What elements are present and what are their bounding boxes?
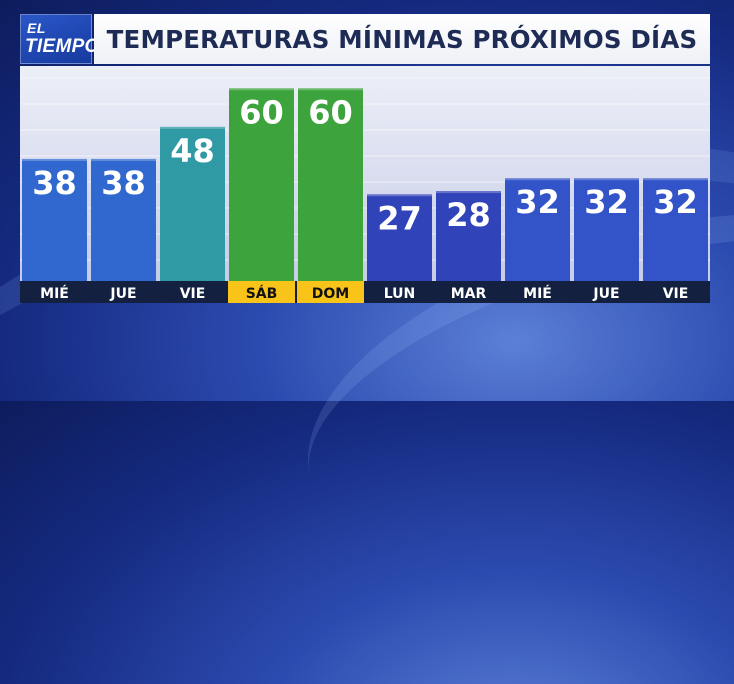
- el-tiempo-logo: EL TIEMPO: [20, 14, 99, 64]
- bar-4: [229, 88, 294, 281]
- bar-highlight-6: [367, 194, 432, 197]
- value-label-8: 32: [515, 183, 560, 221]
- day-label-7: MAR: [451, 286, 487, 302]
- value-label-9: 32: [584, 183, 629, 221]
- bar-9: [574, 178, 639, 281]
- value-label-4: 60: [239, 93, 284, 131]
- bar-1: [22, 158, 87, 281]
- day-label-4: SÁB: [246, 285, 278, 302]
- value-label-7: 28: [446, 196, 491, 234]
- bar-10: [643, 178, 708, 281]
- day-label-bg-10: [642, 281, 709, 303]
- bar-2: [91, 158, 156, 281]
- bar-7: [436, 191, 501, 281]
- bar-8: [505, 178, 570, 281]
- day-label-10: VIE: [663, 286, 689, 302]
- bar-highlight-1: [22, 158, 87, 161]
- bar-3: [160, 126, 225, 282]
- day-label-6: LUN: [384, 286, 416, 302]
- bar-highlight-7: [436, 191, 501, 194]
- day-label-3: VIE: [180, 286, 206, 302]
- day-label-bg-5: [297, 281, 364, 303]
- chart-title: TEMPERATURAS MÍNIMAS PRÓXIMOS DÍAS: [106, 24, 698, 54]
- logo-line-tiempo: TIEMPO: [25, 36, 100, 57]
- temperature-bar-chart: 38 MIÉ 38 JUE 48 VIE 60 SÁB 60 DOM 27 LUN 28 MAR 32 MIÉ…: [21, 88, 709, 303]
- value-label-5: 60: [308, 93, 353, 131]
- day-label-8: MIÉ: [523, 285, 552, 302]
- day-label-bg-4: [228, 281, 295, 303]
- value-label-6: 27: [377, 199, 422, 237]
- day-label-2: JUE: [109, 286, 136, 302]
- day-label-bg-1: [21, 281, 88, 303]
- value-label-3: 48: [170, 132, 215, 170]
- value-label-1: 38: [32, 164, 77, 202]
- bar-highlight-9: [574, 178, 639, 181]
- title-banner: TEMPERATURAS MÍNIMAS PRÓXIMOS DÍAS: [94, 14, 710, 64]
- day-label-5: DOM: [312, 286, 349, 302]
- bar-highlight-4: [229, 88, 294, 91]
- bar-highlight-10: [643, 178, 708, 181]
- day-label-bg-7: [435, 281, 502, 303]
- bar-highlight-8: [505, 178, 570, 181]
- bar-highlight-2: [91, 158, 156, 161]
- bar-6: [367, 194, 432, 281]
- day-label-bg-8: [504, 281, 571, 303]
- value-label-10: 32: [653, 183, 698, 221]
- day-label-bg-9: [573, 281, 640, 303]
- bar-5: [298, 88, 363, 281]
- value-label-2: 38: [101, 164, 146, 202]
- day-label-bg-3: [159, 281, 226, 303]
- day-label-1: MIÉ: [40, 285, 69, 302]
- logo-line-el: EL: [27, 20, 46, 36]
- day-label-bg-2: [90, 281, 157, 303]
- bar-highlight-5: [298, 88, 363, 91]
- bar-highlight-3: [160, 126, 225, 129]
- day-label-9: JUE: [592, 286, 619, 302]
- day-label-bg-6: [366, 281, 433, 303]
